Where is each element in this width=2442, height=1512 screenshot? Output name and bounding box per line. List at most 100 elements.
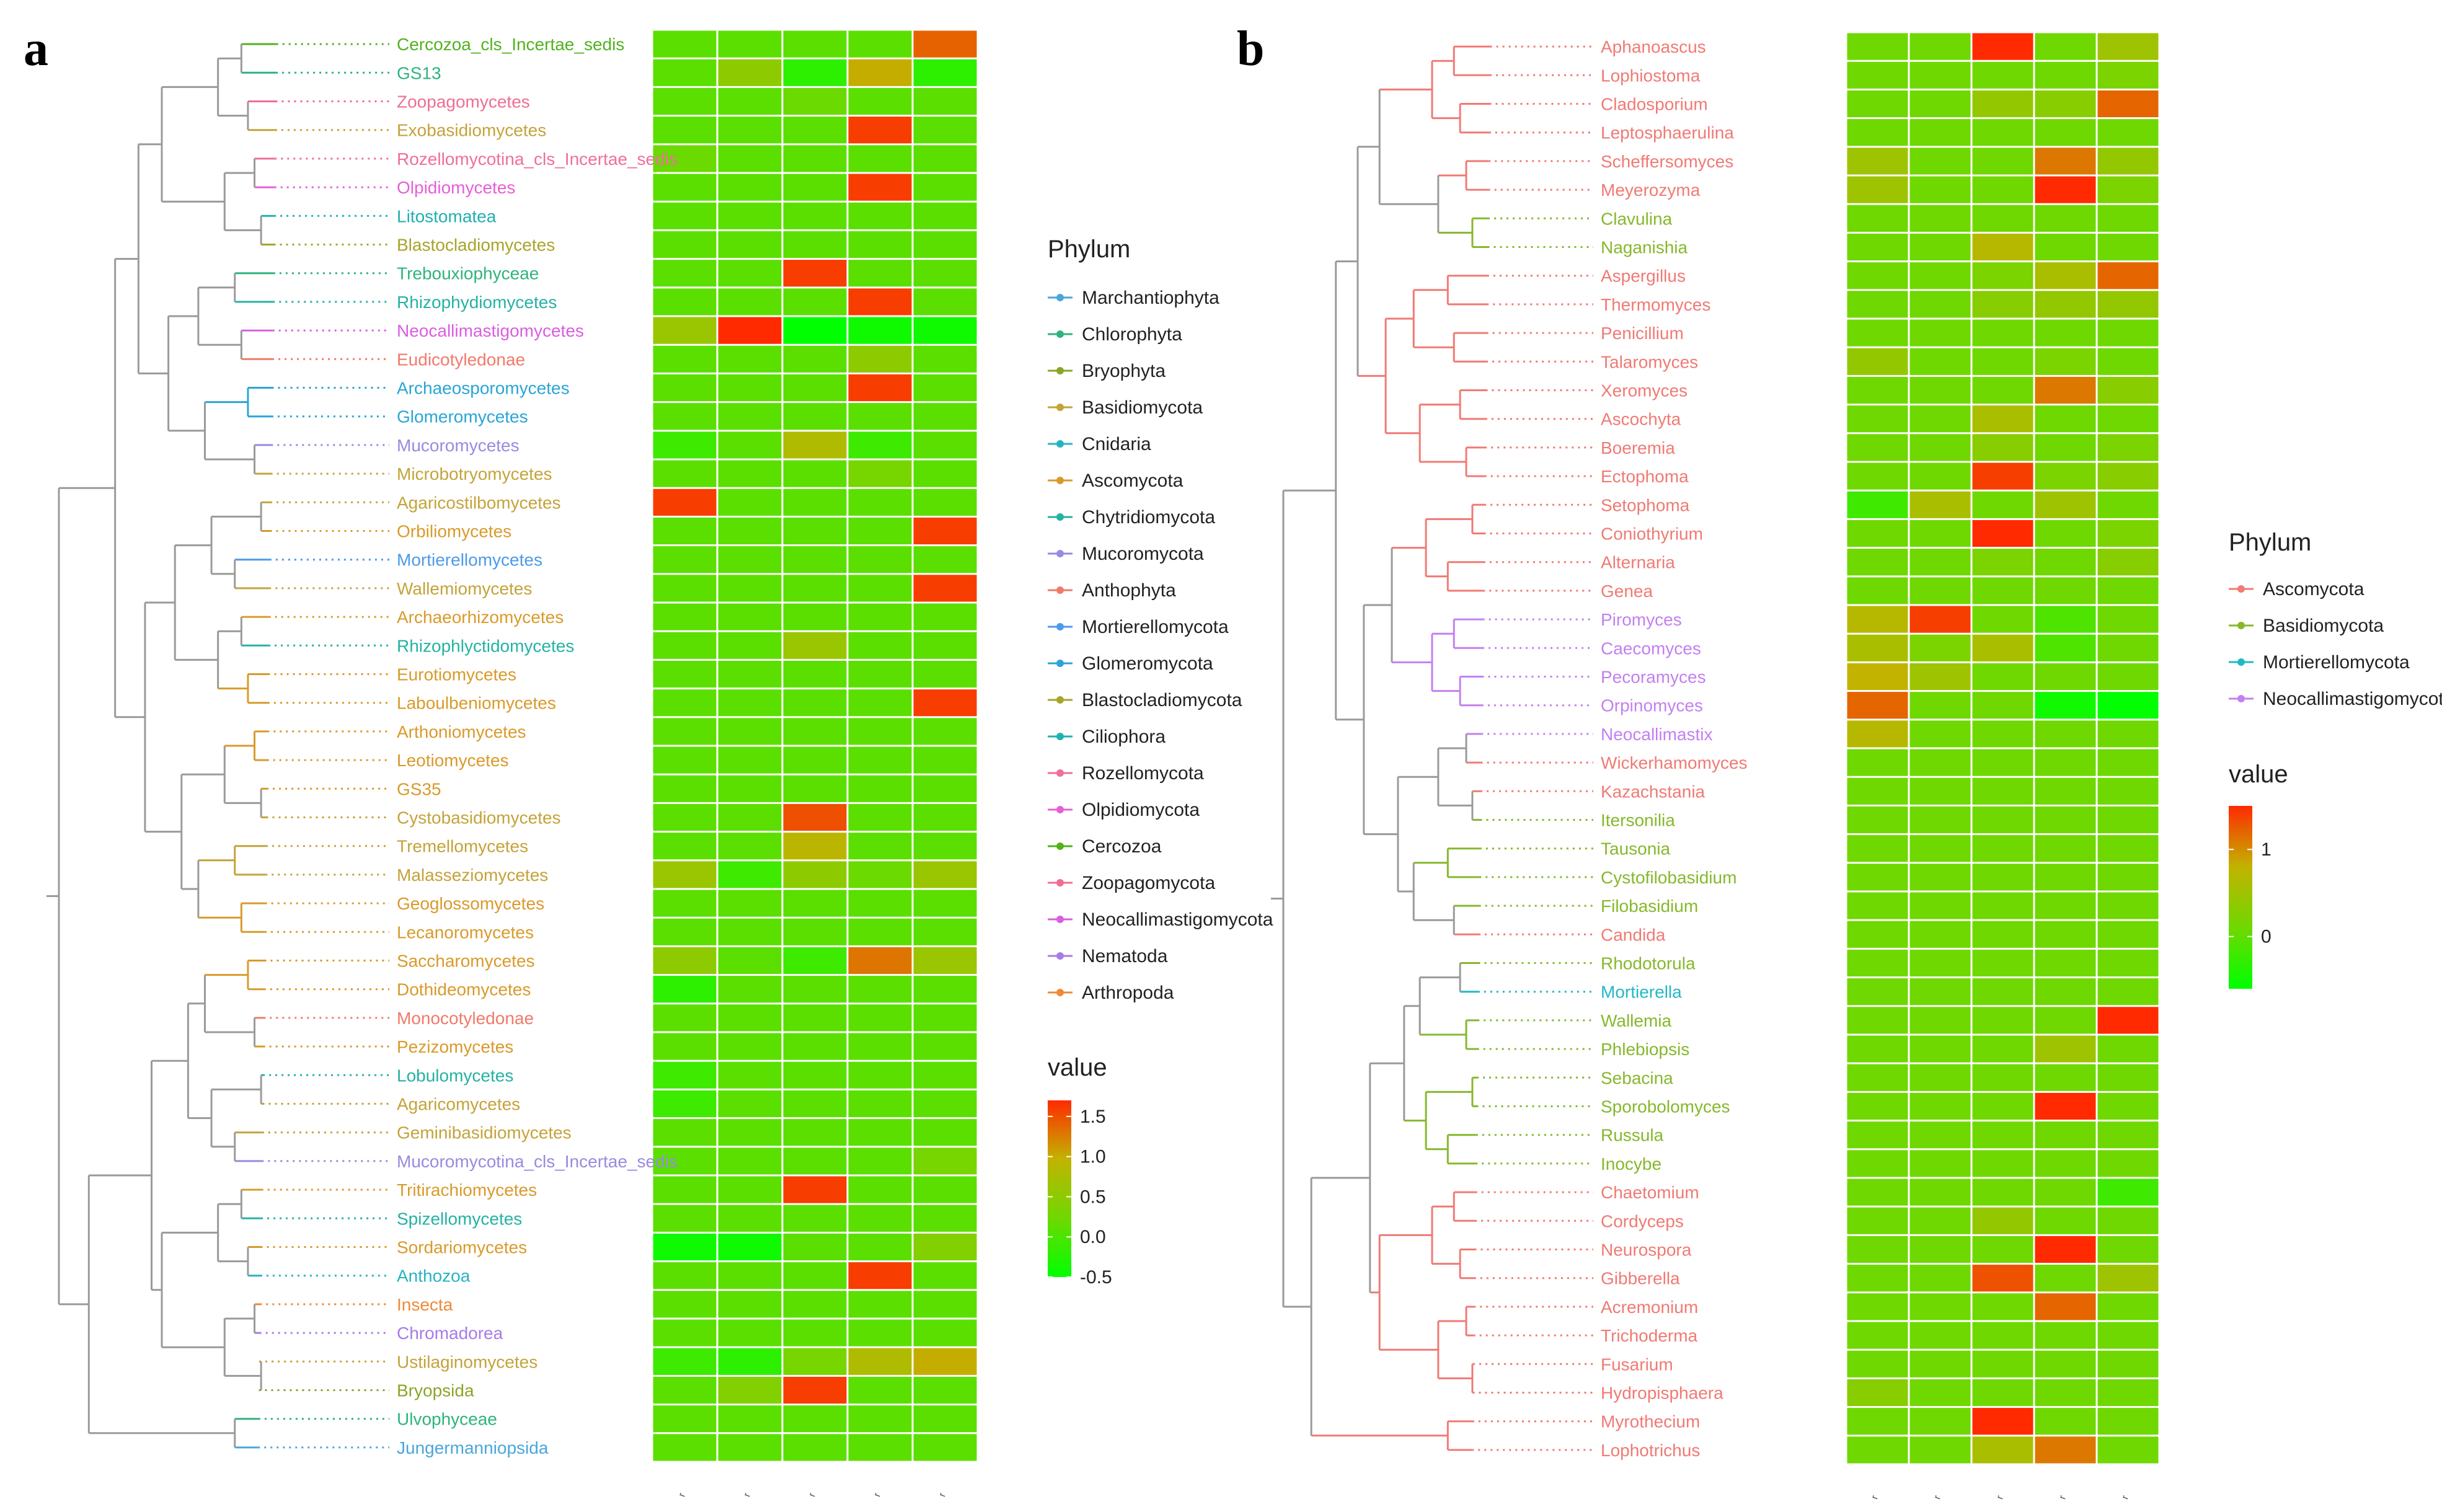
- leaf-label: Wallemiomycetes: [397, 579, 532, 598]
- heatmap-cell: [718, 460, 782, 487]
- heatmap-cell: [1909, 405, 1971, 433]
- heatmap-cell: [848, 117, 912, 144]
- legend-swatch-dot: [1056, 952, 1064, 960]
- leaf-label: Aspergillus: [1601, 267, 1686, 286]
- heatmap-cell: [848, 632, 912, 659]
- panel-a-letter: a: [24, 22, 48, 76]
- heatmap-cell: [848, 1176, 912, 1203]
- legend-swatch-dot: [1056, 550, 1064, 557]
- leaf-label: Lophotrichus: [1601, 1441, 1700, 1460]
- colorbar-tick-label: 0.0: [1080, 1227, 1106, 1247]
- heatmap-cell: [2035, 1064, 2096, 1091]
- heatmap-cell: [1909, 892, 1971, 919]
- heatmap-cell: [653, 833, 717, 860]
- heatmap-cell: [1909, 720, 1971, 748]
- heatmap-cell: [848, 517, 912, 545]
- heatmap-cell: [2035, 1322, 2096, 1349]
- heatmap-cell: [1909, 634, 1971, 661]
- heatmap-cell: [783, 660, 847, 688]
- heatmap-cell: [653, 976, 717, 1003]
- heatmap-cell: [1909, 864, 1971, 891]
- heatmap-cell: [718, 689, 782, 717]
- colorbar-tick-label: 0: [2261, 927, 2272, 947]
- heatmap-cell: [1847, 692, 1908, 719]
- heatmap-cell: [2097, 1293, 2159, 1320]
- leaf-label: Zoopagomycetes: [397, 92, 530, 112]
- leaf-label: Russula: [1601, 1126, 1664, 1145]
- heatmap-cell: [2035, 148, 2096, 175]
- heatmap-cell: [848, 1205, 912, 1232]
- value-legend-title: value: [1048, 1054, 1107, 1081]
- heatmap-cell: [1909, 949, 1971, 977]
- leaf-label: Chromadorea: [397, 1324, 503, 1343]
- heatmap-cell: [2035, 1265, 2096, 1292]
- heatmap-cell: [718, 1147, 782, 1175]
- heatmap-cell: [1909, 1092, 1971, 1120]
- heatmap-cell: [1847, 978, 1908, 1006]
- heatmap-cell: [2035, 462, 2096, 490]
- heatmap-cell: [1909, 749, 1971, 776]
- heatmap-cell: [2035, 319, 2096, 347]
- heatmap-cell: [848, 1291, 912, 1318]
- legend-swatch-dot: [1056, 696, 1064, 704]
- heatmap-cell: [1847, 434, 1908, 461]
- heatmap-cell: [1909, 606, 1971, 633]
- heatmap-cell: [2035, 1350, 2096, 1377]
- panel-b-letter: b: [1237, 22, 1265, 76]
- heatmap-cell: [848, 1405, 912, 1433]
- legend-swatch-dot: [1056, 513, 1064, 521]
- heatmap-cell: [1847, 1293, 1908, 1320]
- leaf-label: Trichoderma: [1601, 1326, 1698, 1345]
- leaf-label: Coniothyrium: [1601, 524, 1703, 544]
- heatmap-cell: [1972, 1265, 2033, 1292]
- heatmap-cell: [2097, 577, 2159, 604]
- heatmap-cell: [2097, 405, 2159, 433]
- legend-item: Basidiomycota: [1082, 397, 1203, 418]
- leaf-label: Inocybe: [1601, 1154, 1661, 1174]
- heatmap-cell: [2097, 1236, 2159, 1263]
- heatmap-cell: [653, 145, 717, 172]
- heatmap-cell: [1972, 1322, 2033, 1349]
- leaf-label: Sporobolomyces: [1601, 1097, 1730, 1116]
- leaf-label: Cercozoa_cls_Incertae_sedis: [397, 35, 624, 54]
- heatmap-cell: [1972, 1064, 2033, 1091]
- heatmap-cell: [1847, 319, 1908, 347]
- heatmap-cell: [848, 1119, 912, 1146]
- heatmap-cell: [718, 1033, 782, 1060]
- heatmap-cell: [1972, 1408, 2033, 1435]
- heatmap-cell: [1972, 1379, 2033, 1407]
- heatmap-cell: [1847, 462, 1908, 490]
- heatmap-cell: [718, 87, 782, 115]
- value-legend-title: value: [2229, 761, 2288, 788]
- heatmap-cell: [653, 746, 717, 774]
- heatmap-cell: [848, 1004, 912, 1032]
- heatmap-cell: [718, 403, 782, 430]
- heatmap-cell: [1909, 90, 1971, 118]
- heatmap-cell: [1847, 491, 1908, 518]
- heatmap-cell: [1847, 519, 1908, 547]
- heatmap-cell: [718, 489, 782, 516]
- heatmap-cell: [653, 1090, 717, 1118]
- leaf-label: Rhizophydiomycetes: [397, 293, 557, 312]
- heatmap-cell: [2035, 1236, 2096, 1263]
- heatmap-cell: [2035, 921, 2096, 948]
- heatmap-cell: [848, 546, 912, 573]
- leaf-label: Naganishia: [1601, 238, 1688, 257]
- heatmap-cell: [718, 517, 782, 545]
- leaf-label: Ascochyta: [1601, 410, 1681, 429]
- legend-item: Chytridiomycota: [1082, 507, 1215, 528]
- leaf-label: Wallemia: [1601, 1011, 1672, 1030]
- heatmap-cell: [913, 1348, 977, 1375]
- heatmap-cell: [718, 546, 782, 573]
- heatmap-cell: [718, 918, 782, 945]
- heatmap-cell: [718, 1061, 782, 1089]
- column-label: r: [1932, 1493, 1943, 1500]
- heatmap-cell: [718, 117, 782, 144]
- heatmap-cell: [1847, 749, 1908, 776]
- legend-swatch-dot: [2237, 695, 2245, 702]
- heatmap-cell: [848, 1033, 912, 1060]
- column-label: r: [2057, 1493, 2068, 1500]
- heatmap-cell: [653, 517, 717, 545]
- legend-swatch-dot: [1056, 294, 1064, 301]
- heatmap-cell: [1847, 291, 1908, 318]
